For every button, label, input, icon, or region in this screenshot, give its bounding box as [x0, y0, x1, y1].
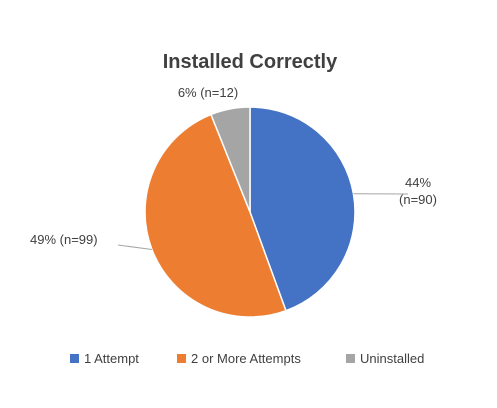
- data-labels: 44% (n=90) 49% (n=99) 6% (n=12): [30, 85, 437, 247]
- pie-slice-uninstalled: [209, 106, 251, 213]
- legend-label-2-or-more-attempts: 2 or More Attempts: [191, 351, 301, 366]
- pie-slice-2-or-more-attempts: [144, 113, 287, 318]
- leader-line-2-or-more-attempts: [117, 244, 152, 250]
- pie-slice-1-attempt: [249, 106, 356, 312]
- legend-label-1-attempt: 1 Attempt: [84, 351, 139, 366]
- data-label-2-or-more-attempts: 49% (n=99): [30, 232, 98, 247]
- data-label-uninstalled: 6% (n=12): [178, 85, 238, 100]
- legend-label-uninstalled: Uninstalled: [360, 351, 424, 366]
- chart-title: Installed Correctly: [163, 51, 338, 73]
- data-label-1-attempt: 44% (n=90): [399, 175, 437, 207]
- pie-slices: [144, 106, 356, 318]
- legend: 1 Attempt 2 or More Attempts Uninstalled: [70, 351, 424, 366]
- leader-lines: [117, 193, 409, 250]
- legend-swatch-uninstalled: [346, 354, 355, 363]
- legend-swatch-1-attempt: [70, 354, 79, 363]
- legend-swatch-2-or-more-attempts: [177, 354, 186, 363]
